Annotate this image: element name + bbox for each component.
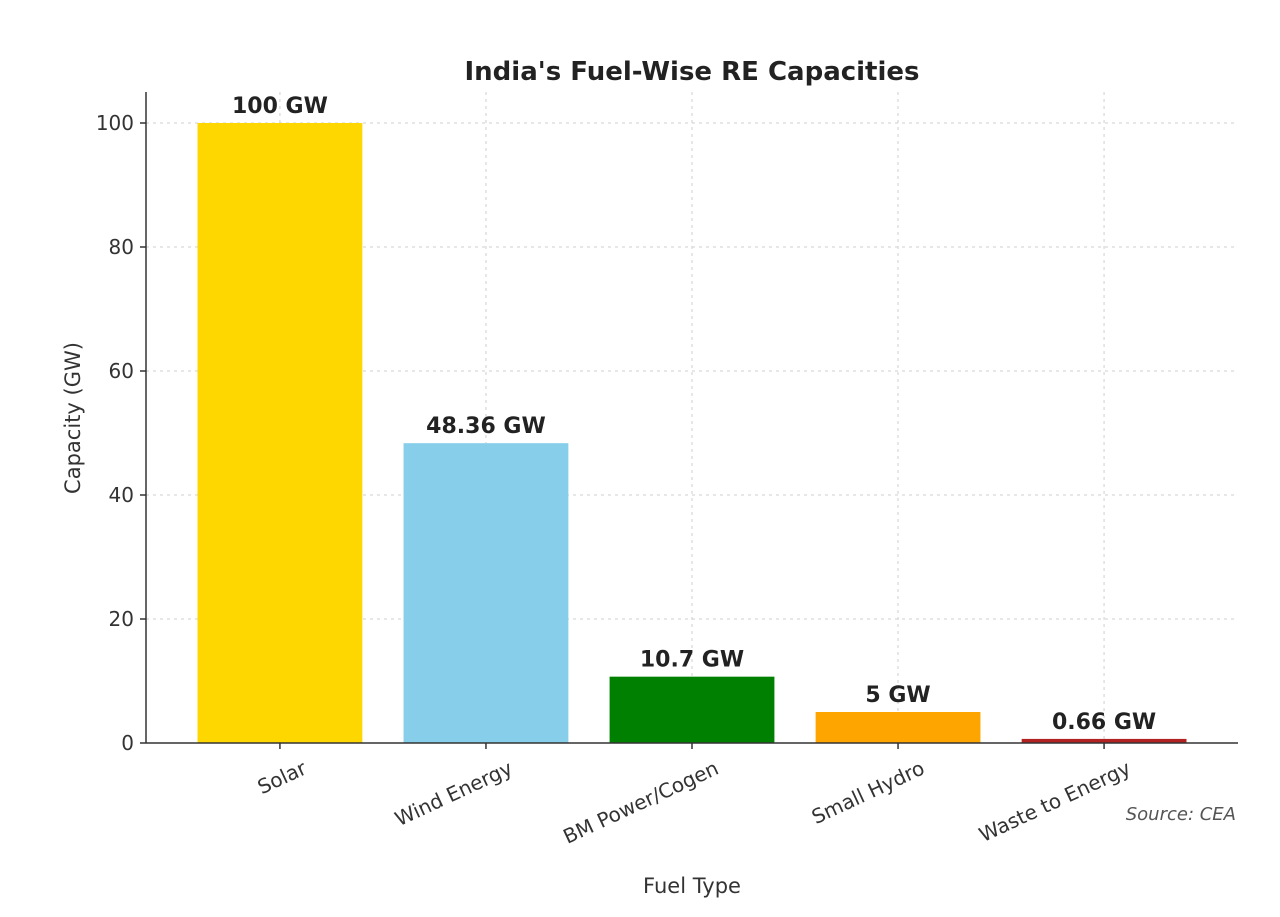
bar-wind-energy [403, 443, 569, 743]
data-label: 100 GW [232, 94, 328, 119]
y-tick-layer: 0 20 40 60 80 100 [96, 111, 146, 755]
y-tick-label: 100 [96, 111, 134, 135]
x-tick-layer: Solar Wind Energy BM Power/Cogen Small Hydr… [254, 743, 1134, 849]
bar-bm-power-cogen [609, 676, 775, 743]
y-tick-label: 40 [109, 483, 134, 507]
bar-solar [197, 123, 363, 743]
data-label: 5 GW [865, 683, 930, 708]
y-axis-label: Capacity (GW) [61, 342, 85, 494]
y-tick-label: 80 [109, 235, 134, 259]
x-tick-label: Solar [254, 755, 311, 799]
x-tick-label: BM Power/Cogen [559, 756, 722, 849]
y-tick-label: 60 [109, 359, 134, 383]
x-tick-label: Waste to Energy [975, 756, 1134, 847]
data-label: 48.36 GW [426, 414, 546, 439]
x-tick-label: Wind Energy [391, 756, 516, 831]
bar-small-hydro [815, 712, 981, 743]
chart-title: India's Fuel-Wise RE Capacities [464, 57, 919, 87]
source-note: Source: CEA [1126, 804, 1236, 825]
y-tick-label: 0 [121, 731, 134, 755]
bar-waste-to-energy [1021, 738, 1187, 743]
data-label: 0.66 GW [1052, 710, 1156, 735]
data-label-layer: 100 GW 48.36 GW 10.7 GW 5 GW 0.66 GW [232, 94, 1156, 735]
bar-layer [197, 123, 1187, 743]
data-label: 10.7 GW [640, 648, 744, 673]
x-tick-label: Small Hydro [808, 756, 928, 829]
y-tick-label: 20 [109, 607, 134, 631]
x-axis-label: Fuel Type [643, 874, 741, 898]
